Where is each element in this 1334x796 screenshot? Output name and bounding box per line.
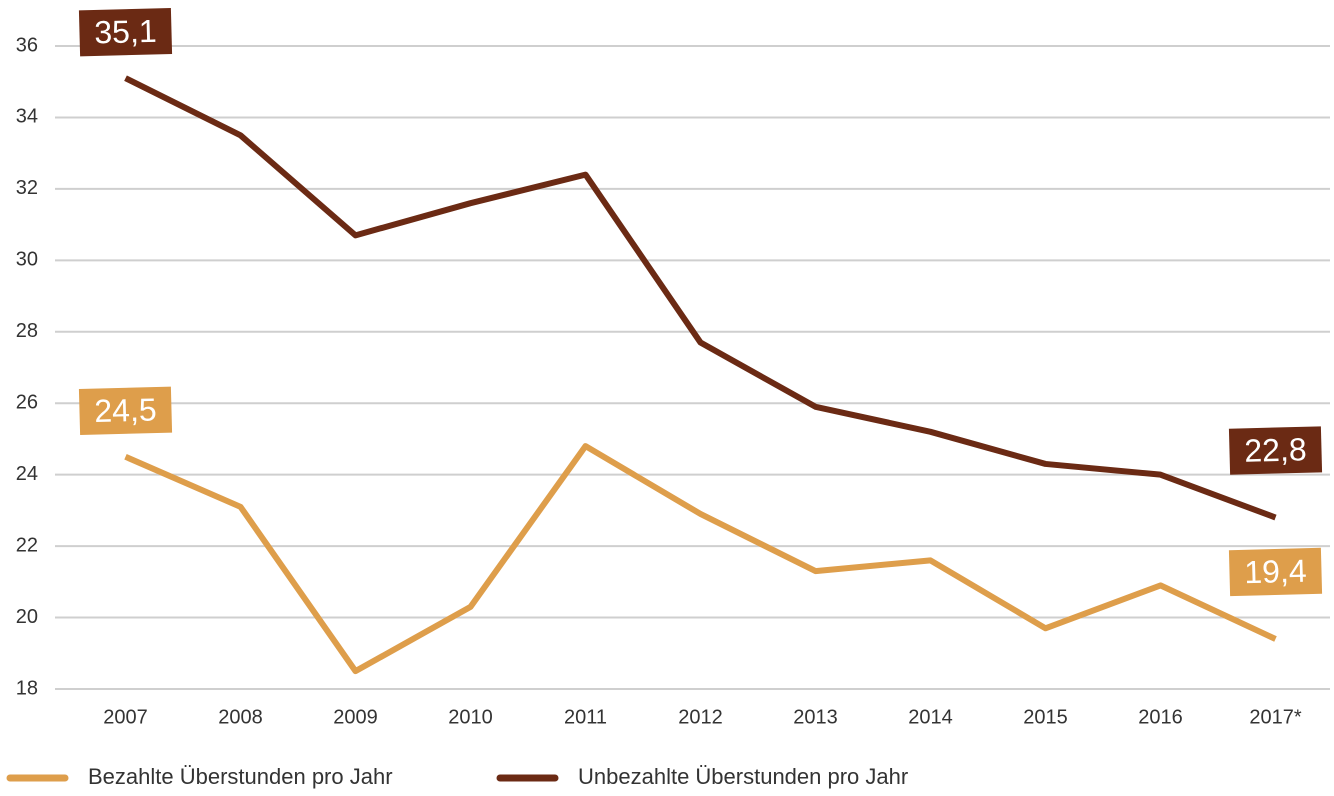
value-label-text: 19,4 [1244, 553, 1307, 591]
y-tick-label: 20 [16, 606, 38, 628]
legend-label: Bezahlte Überstunden pro Jahr [88, 764, 393, 789]
value-label-text: 35,1 [94, 13, 157, 51]
y-tick-label: 36 [16, 34, 38, 56]
x-tick-label: 2012 [678, 706, 723, 728]
value-label-box [78, 7, 173, 57]
x-tick-label: 2010 [448, 706, 493, 728]
y-tick-label: 30 [16, 249, 38, 271]
y-tick-label: 28 [16, 320, 38, 342]
y-tick-label: 26 [16, 392, 38, 414]
x-tick-label: 2016 [1138, 706, 1183, 728]
legend-label: Unbezahlte Überstunden pro Jahr [578, 764, 908, 789]
y-tick-label: 22 [16, 534, 38, 556]
x-tick-label: 2013 [793, 706, 838, 728]
y-tick-label: 24 [16, 463, 38, 485]
x-tick-label: 2007 [103, 706, 148, 728]
value-label-box [1228, 426, 1323, 475]
x-tick-label: 2014 [908, 706, 953, 728]
data-line [124, 443, 1277, 675]
y-tick-label: 18 [16, 677, 38, 699]
value-label: 19,4 [1228, 547, 1323, 597]
value-label: 35,1 [78, 7, 173, 57]
value-label-text: 24,5 [94, 391, 157, 429]
value-label-box [1228, 547, 1323, 597]
x-tick-label: 2008 [218, 706, 263, 728]
y-tick-label: 34 [16, 106, 38, 128]
x-tick-label: 2015 [1023, 706, 1068, 728]
x-tick-label: 2009 [333, 706, 378, 728]
x-tick-label: 2017* [1249, 706, 1301, 728]
value-label: 24,5 [78, 386, 173, 436]
value-label-box [78, 386, 173, 436]
x-tick-label: 2011 [564, 706, 607, 728]
data-line [124, 75, 1277, 521]
value-label-text: 22,8 [1244, 431, 1307, 469]
value-label: 22,8 [1228, 426, 1323, 475]
y-tick-label: 32 [16, 177, 38, 199]
